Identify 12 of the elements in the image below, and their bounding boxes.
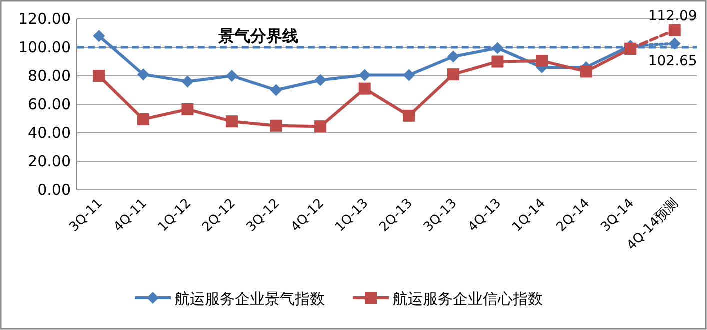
legend-label: 航运服务企业信心指数 bbox=[393, 290, 543, 308]
data-label: 112.09 bbox=[648, 8, 698, 24]
y-tick-label: 20.00 bbox=[28, 152, 71, 170]
ref-line-label: 景气分界线 bbox=[217, 26, 298, 46]
legend-label: 航运服务企业景气指数 bbox=[175, 290, 325, 308]
y-tick-label: 120.00 bbox=[18, 10, 71, 28]
y-tick-label: 60.00 bbox=[28, 96, 71, 114]
y-tick-label: 0.00 bbox=[38, 181, 71, 199]
data-label: 102.65 bbox=[648, 54, 698, 70]
y-tick-label: 40.00 bbox=[28, 124, 71, 142]
y-tick-label: 100.00 bbox=[18, 38, 71, 56]
y-tick-label: 80.00 bbox=[28, 67, 71, 85]
